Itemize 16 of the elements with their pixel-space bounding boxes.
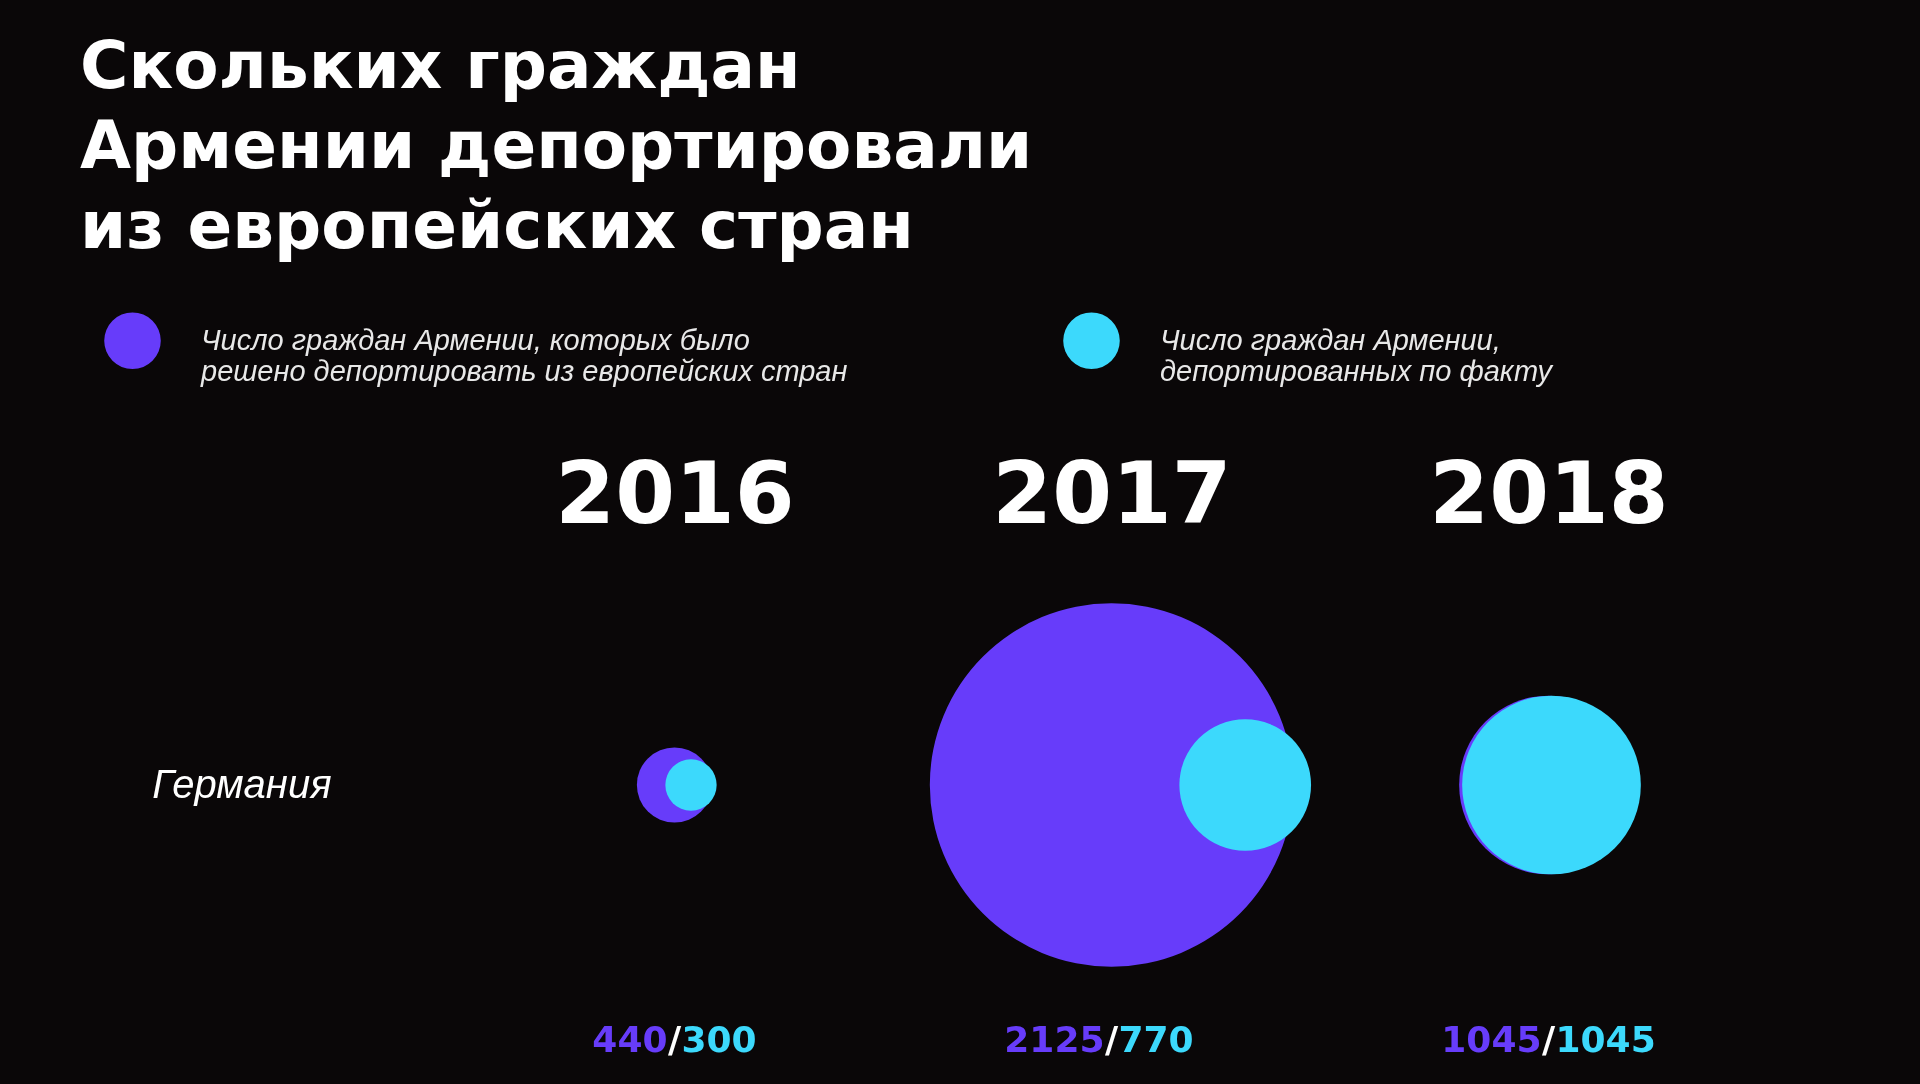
category-label: 2018 <box>1429 442 1669 543</box>
text: / <box>1541 1019 1556 1060</box>
data-label: 440 <box>592 1019 668 1060</box>
data-label: 300 <box>681 1019 757 1060</box>
data-label: 1045 <box>1441 1019 1542 1060</box>
category-label: 2017 <box>992 442 1232 543</box>
category-label: 2016 <box>555 442 795 543</box>
category-label: Германия <box>152 761 332 806</box>
data-label: 1045 <box>1555 1019 1656 1060</box>
data-label: 2125 <box>1004 1019 1105 1060</box>
text: / <box>1104 1019 1119 1060</box>
legend-label: Число граждан Армении, депортированных по факту <box>1160 323 1554 387</box>
data-label: 770 <box>1118 1019 1194 1060</box>
legend-label: Число граждан Армении, которых было решено депортировать из европейских стран <box>200 323 848 387</box>
text: Скольких граждан Армении депортировали из европейских стран <box>80 27 1033 264</box>
text: / <box>667 1019 682 1060</box>
